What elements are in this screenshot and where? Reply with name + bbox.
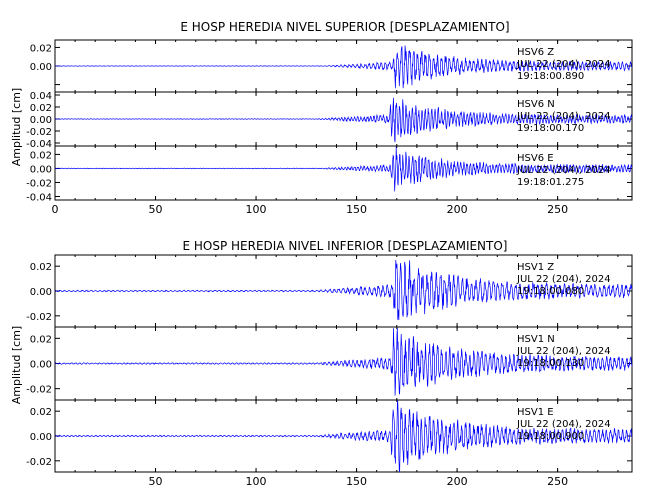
- y-tick-label: 0.00: [30, 432, 52, 443]
- y-tick-label: 0.00: [30, 287, 52, 298]
- y-tick-label: -0.04: [26, 139, 52, 150]
- y-tick-label: 0.02: [30, 43, 52, 54]
- x-tick-label: 100: [246, 203, 267, 216]
- y-tick-label: 0.02: [30, 407, 52, 418]
- record-time-label: 19:18:00.130: [517, 358, 584, 369]
- waveform-trace: [54, 400, 633, 473]
- lower-y-axis-label: Amplitud [cm]: [10, 326, 23, 404]
- x-tick-label: 50: [149, 475, 163, 488]
- y-tick-label: 0.00: [30, 164, 52, 175]
- x-tick-label: 200: [447, 475, 468, 488]
- record-date-label: JUL 22 (204), 2024: [516, 274, 611, 285]
- waveform-trace: [54, 146, 633, 192]
- y-tick-label: 0.00: [30, 360, 52, 371]
- x-tick-label: 150: [346, 475, 367, 488]
- y-tick-label: 0.00: [30, 62, 52, 73]
- station-component-label: HSV1 E: [517, 407, 554, 418]
- panel-frame: [54, 145, 633, 201]
- record-time-label: 19:18:00.900: [517, 431, 584, 442]
- record-date-label: JUL 22 (204), 2024: [516, 346, 611, 357]
- x-tick-label: 250: [547, 203, 568, 216]
- waveform-trace: [54, 327, 633, 396]
- y-tick-label: 0.02: [30, 334, 52, 345]
- x-tick-label: 150: [346, 203, 367, 216]
- upper-y-axis-label: Amplitud [cm]: [10, 88, 23, 166]
- y-tick-label: 0.02: [30, 262, 52, 273]
- station-component-label: HSV6 E: [517, 153, 554, 164]
- station-component-label: HSV1 N: [517, 334, 555, 345]
- x-tick-label: 100: [246, 475, 267, 488]
- y-tick-label: -0.02: [26, 127, 52, 138]
- waveform-trace: [54, 45, 633, 89]
- x-tick-label: 50: [149, 203, 163, 216]
- y-tick-label: -0.02: [26, 312, 52, 323]
- record-time-label: 19:18:00.170: [517, 123, 584, 134]
- upper-chart-title: E HOSP HEREDIA NIVEL SUPERIOR [DESPLAZAM…: [180, 20, 509, 34]
- y-tick-label: 0.04: [30, 91, 52, 102]
- waveform-trace: [54, 259, 633, 321]
- x-tick-label: 250: [547, 475, 568, 488]
- record-time-label: 19:18:01.275: [517, 177, 584, 188]
- y-tick-label: 0.00: [30, 115, 52, 126]
- y-tick-label: -0.02: [26, 178, 52, 189]
- y-tick-label: -0.02: [26, 457, 52, 468]
- x-tick-label: 200: [447, 203, 468, 216]
- record-date-label: JUL 22 (204), 2024: [516, 59, 611, 70]
- station-component-label: HSV6 Z: [517, 47, 554, 58]
- y-tick-label: -0.02: [26, 385, 52, 396]
- y-tick-label: 0.02: [30, 103, 52, 114]
- y-tick-label: -0.04: [26, 192, 52, 203]
- x-tick-label: 0: [52, 203, 59, 216]
- station-component-label: HSV1 Z: [517, 262, 554, 273]
- record-time-label: 19:18:00.080: [517, 286, 584, 297]
- station-component-label: HSV6 N: [517, 99, 555, 110]
- record-date-label: JUL 22 (204), 2024: [516, 111, 611, 122]
- y-tick-label: 0.02: [30, 150, 52, 161]
- record-date-label: JUL 22 (204), 2024: [516, 419, 611, 430]
- record-time-label: 19:18:00.890: [517, 71, 584, 82]
- lower-chart-title: E HOSP HEREDIA NIVEL INFERIOR [DESPLAZAM…: [182, 239, 507, 253]
- record-date-label: JUL 22 (204), 2024: [516, 165, 611, 176]
- waveform-trace: [54, 97, 633, 143]
